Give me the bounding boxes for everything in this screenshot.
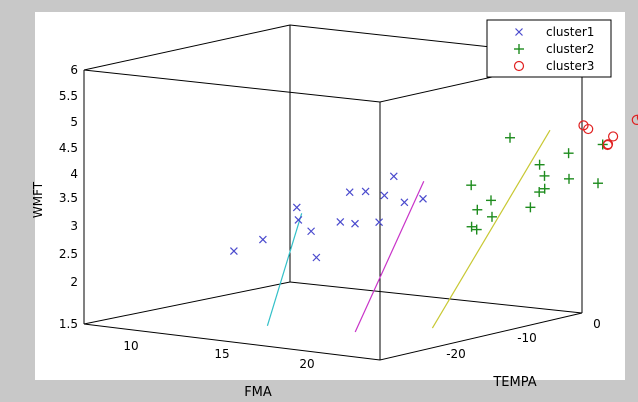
cluster1-point	[312, 253, 321, 262]
z-axis-ticks: 1.5 2 2.5 3 3.5 4 4.5 5 5.5 6	[59, 63, 78, 331]
z-tick-label: 5	[70, 115, 78, 129]
legend-box	[486, 19, 612, 78]
cluster2-point	[539, 170, 550, 181]
cluster2-point	[539, 183, 550, 194]
legend-marker	[515, 28, 523, 36]
cluster2-point	[534, 159, 545, 170]
legend-label: cluster3	[546, 59, 594, 73]
box-edge	[83, 69, 381, 103]
z-tick-label: 2.5	[59, 247, 78, 261]
box-edge	[83, 24, 291, 71]
z-tick-label: 5.5	[59, 89, 78, 103]
legend-label: cluster2	[546, 42, 594, 56]
cluster2-point	[466, 180, 477, 191]
cluster1-point	[294, 216, 303, 224]
cluster3-point	[636, 114, 638, 121]
y-tick-label: -20	[446, 347, 466, 361]
cluster1-point	[336, 218, 345, 226]
cluster1-point	[292, 203, 301, 212]
legend-marker	[514, 44, 524, 54]
x-axis-ticks: 10 15 20	[123, 339, 314, 371]
cluster1-point	[380, 191, 389, 200]
y-axis-ticks: -20 -10 0	[446, 317, 601, 361]
z-tick-label: 1.5	[59, 317, 78, 331]
cluster2-point	[525, 202, 536, 213]
cluster1-point	[361, 187, 370, 196]
cluster2-point	[563, 148, 574, 159]
cluster3-point	[607, 131, 619, 142]
points-layer	[229, 114, 638, 262]
z-tick-label: 3.5	[59, 191, 78, 205]
y-tick-label: -10	[517, 331, 537, 345]
fit-line	[266, 213, 303, 326]
z-tick-label: 3	[70, 219, 78, 233]
cluster1-point	[307, 227, 316, 236]
box-edge	[83, 323, 381, 361]
x-tick-label: 15	[214, 347, 229, 361]
cluster1-point	[258, 235, 267, 244]
cluster1-point	[389, 172, 398, 181]
cluster3-point	[578, 120, 589, 131]
cluster2-point	[471, 224, 482, 235]
cluster2-point	[534, 187, 545, 198]
cluster1-point	[375, 218, 384, 227]
legend: cluster1 cluster2 cluster3	[486, 19, 612, 78]
cluster1-point	[351, 219, 359, 228]
fit-line	[431, 129, 551, 329]
x-tick-label: 20	[299, 357, 314, 371]
legend-label: cluster1	[546, 25, 594, 39]
legend-entries: cluster1 cluster2 cluster3	[513, 25, 594, 73]
cluster1-point	[419, 194, 427, 203]
y-tick-label: 0	[593, 317, 601, 331]
vertical-lines-layer	[266, 129, 551, 333]
cluster1-point	[229, 247, 238, 256]
cluster2-point	[486, 195, 496, 206]
box-edge	[289, 281, 583, 314]
cluster2-point	[472, 204, 483, 215]
x-axis-label: FMA	[244, 385, 272, 400]
x-tick-label: 10	[123, 339, 138, 353]
box-edge	[379, 312, 583, 361]
cluster1-point	[400, 198, 409, 207]
cluster1-point	[345, 188, 354, 197]
cluster2-point	[505, 132, 515, 143]
cluster2-point	[593, 178, 603, 189]
z-tick-label: 6	[70, 63, 78, 77]
fit-line	[354, 180, 425, 333]
box-edge	[83, 281, 291, 325]
z-tick-label: 4	[70, 167, 78, 181]
cluster3-point	[602, 139, 614, 150]
z-tick-label: 4.5	[59, 141, 78, 155]
cluster3-point	[631, 114, 638, 125]
y-axis-label: TEMPA	[492, 375, 536, 390]
z-axis-label: WMFT	[31, 181, 45, 218]
cluster2-point	[564, 173, 574, 184]
legend-marker	[513, 60, 525, 72]
z-tick-label: 2	[70, 275, 78, 289]
cluster2-point	[466, 221, 477, 232]
axes-box	[83, 24, 583, 361]
cluster2-point	[487, 211, 497, 222]
